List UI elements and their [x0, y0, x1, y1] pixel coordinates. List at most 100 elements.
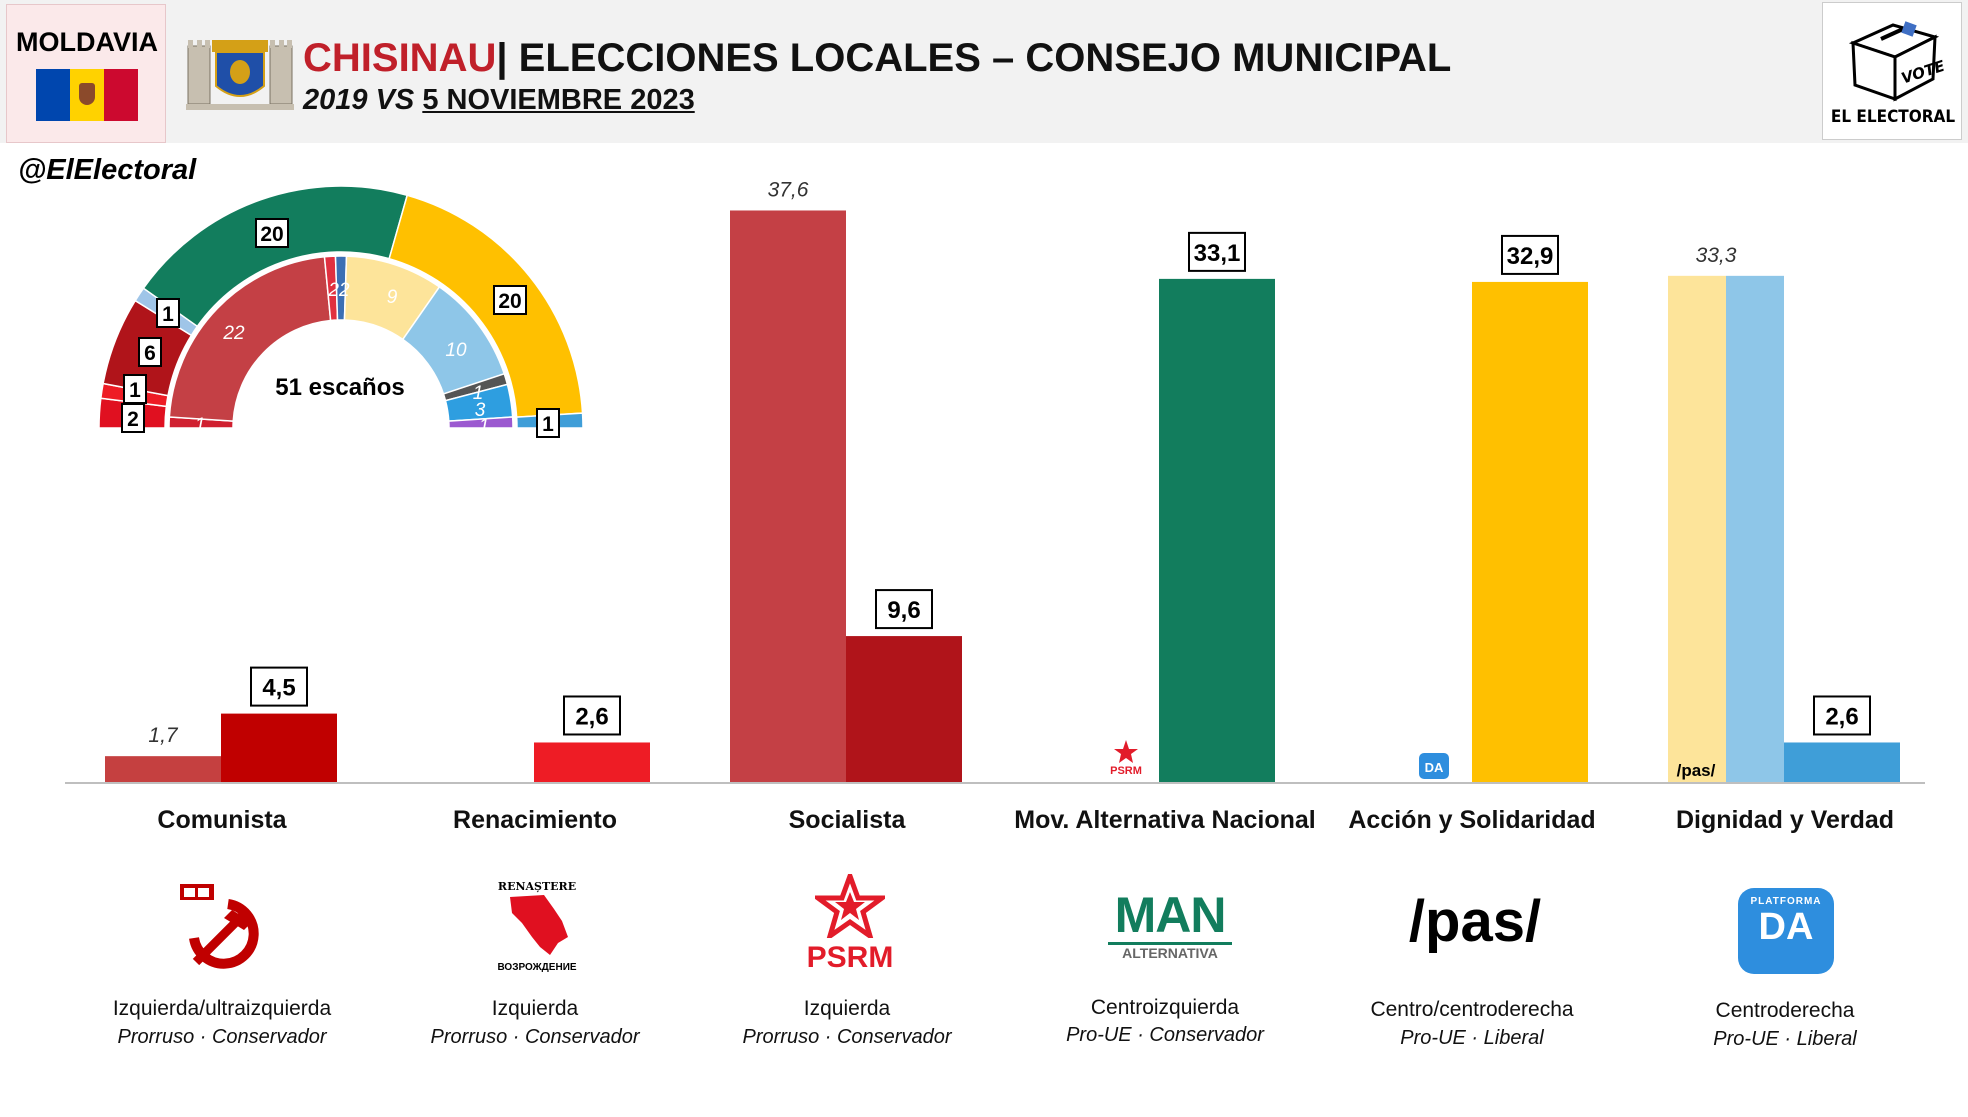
orientation-da: Pro-UE · Liberal [1713, 1028, 1857, 1050]
title-separator: | ELECCIONES LOCALES – [496, 36, 1026, 80]
hemicycle-2023-label-3: 1 [162, 303, 174, 326]
psrm-logo-text: PSRM [806, 941, 894, 974]
bar-2019-5-a [1668, 275, 1726, 782]
renacimiento-logo-top: RENAȘTERE [497, 880, 577, 893]
ideology-comunista: Izquierda/ultraizquierda [112, 997, 332, 1020]
da-logo-text: DA [1758, 906, 1814, 948]
hemicycle-2019-label-6: 1 [473, 383, 484, 404]
ideology-renacimiento: Izquierda [491, 997, 579, 1020]
moldova-flag-icon [36, 69, 138, 121]
renacimiento-logo-bottom: ВОЗРОЖДЕНИЕ [497, 962, 577, 973]
hemicycle-2023-label-2: 6 [144, 342, 156, 365]
city-name: CHISINAU [303, 36, 497, 80]
hemicycle-2023-label-box-5 [493, 285, 527, 315]
value-box-2023-3 [1188, 231, 1246, 272]
party-name-socialista: Socialista [788, 806, 906, 834]
hemicycle-2023-label-5: 20 [498, 290, 521, 313]
inbar-psrm-text: PSRM [1110, 765, 1142, 777]
title-council: CONSEJO MUNICIPAL [1025, 36, 1452, 80]
country-box: MOLDAVIA [6, 4, 166, 143]
hemicycle-2019-seat-segment-1 [168, 255, 332, 422]
orientation-pas: Pro-UE · Liberal [1400, 1027, 1544, 1049]
value-box-2023-0 [250, 666, 308, 707]
hemicycle-2023-label-1: 1 [129, 379, 141, 402]
hemicycle-2023-label-box-6 [536, 408, 560, 438]
hemicycle-2019-label-8: 1 [479, 416, 490, 437]
inbar-da-logo-icon [1419, 753, 1449, 779]
value-label-2019-2: 37,6 [768, 178, 809, 201]
page-title: CHISINAU| ELECCIONES LOCALES – CONSEJO M… [303, 36, 1451, 81]
hemicycle-2023-label-0: 2 [127, 408, 139, 431]
value-label-2023-5: 2,6 [1825, 703, 1858, 730]
value-label-2023-3: 33,1 [1194, 240, 1241, 267]
bar-2023-0 [221, 713, 337, 782]
ballot-box-icon: VOTE [1848, 21, 1948, 102]
hemicycle-2019-label-1: 22 [222, 323, 245, 344]
man-logo: MAN ALTERNATIVA [1108, 890, 1232, 961]
inbar-pas-text: /pas/ [1677, 761, 1716, 780]
hemicycle-2023-label-box-1 [123, 374, 147, 404]
bar-2023-2 [846, 636, 962, 782]
bar-2019-0 [105, 756, 221, 782]
hemicycle-2019-label-5: 10 [445, 340, 467, 361]
bar-2019-2 [730, 210, 846, 783]
inbar-da-text: DA [1425, 760, 1444, 775]
orientation-renacimiento: Prorruso · Conservador [430, 1026, 640, 1048]
hemicycle-2019-seat-segment-8 [447, 416, 514, 429]
social-handle: @ElElectoral [18, 154, 197, 186]
ideology-pas: Centro/centroderecha [1370, 998, 1574, 1021]
pas-logo: /pas/ [1408, 889, 1542, 954]
bar-2019-5-b [1726, 275, 1784, 782]
psrm-logo: PSRM [800, 868, 900, 974]
bar-2023-1 [534, 742, 650, 782]
subtitle-date: 5 NOVIEMBRE 2023 [422, 84, 695, 116]
country-name: MOLDAVIA [16, 27, 158, 57]
header-bar: MOLDAVIA CHISINAU| ELECCIONES LOCALES – … [0, 0, 1968, 143]
brand-logo: VOTE EL ELECTORAL [1822, 2, 1962, 140]
hemicycle-total-seats: 51 escaños [275, 374, 404, 401]
bar-chart: 1,7 4,5 2,6 37,6 9,6 33,1 32,9 33,3 2,6 PSRM DA/pa… [65, 178, 1925, 784]
subtitle-years: 2019 VS [303, 84, 423, 116]
inbar-psrm-star-icon [1114, 740, 1138, 763]
bar-2023-4 [1472, 281, 1588, 782]
orientation-man: Pro-UE · Conservador [1066, 1024, 1264, 1046]
brand-name: EL ELECTORAL [1830, 107, 1956, 127]
value-box-2023-2 [875, 589, 933, 630]
value-label-2023-0: 4,5 [262, 675, 295, 702]
star-icon [810, 868, 890, 943]
value-box-2023-1 [563, 695, 621, 736]
ideology-man: Centroizquierda [1090, 996, 1240, 1019]
chisinau-coat-of-arms-icon [186, 40, 294, 110]
man-logo-sub: ALTERNATIVA [1108, 942, 1232, 961]
bar-2023-5 [1784, 742, 1900, 782]
hemicycle-2019-label-7: 3 [475, 400, 486, 421]
communist-party-logo-icon [180, 884, 259, 969]
hemicycle-2023-label-box-3 [156, 298, 180, 328]
value-label-2023-2: 9,6 [887, 597, 920, 624]
party-name-man: Mov. Alternativa Nacional [1014, 806, 1316, 834]
value-label-2019-0: 1,7 [148, 724, 179, 747]
page-subtitle: 2019 VS 5 NOVIEMBRE 2023 [303, 84, 695, 117]
hemicycle-2019-label-22b: 22 [327, 280, 350, 301]
hemicycle-2023-label-box-4 [255, 218, 289, 248]
party-name-comunista: Comunista [157, 806, 287, 834]
party-name-renacimiento: Renacimiento [453, 806, 617, 834]
value-box-2023-5 [1813, 695, 1871, 736]
da-logo: PLATFORMA DA [1738, 888, 1834, 974]
value-label-2023-1: 2,6 [575, 703, 608, 730]
party-name-pas: Acción y Solidaridad [1348, 806, 1596, 834]
moldova-map-icon [510, 895, 568, 955]
hemicycle-2019-label-0: 1 [195, 415, 206, 436]
hemicycle-2019-label-4: 9 [387, 287, 398, 308]
party-name-da: Dignidad y Verdad [1675, 806, 1895, 834]
renacimiento-logo: RENAȘTERE ВОЗРОЖДЕНИЕ [492, 880, 582, 980]
orientation-comunista: Prorruso · Conservador [117, 1026, 327, 1048]
hemicycle-2023-label-4: 20 [260, 223, 283, 246]
ideology-socialista: Izquierda [803, 997, 891, 1020]
hemicycle-2023-label-6: 1 [542, 413, 554, 436]
ideology-da: Centroderecha [1715, 999, 1855, 1022]
value-box-2023-4 [1501, 234, 1559, 275]
orientation-socialista: Prorruso · Conservador [742, 1026, 952, 1048]
